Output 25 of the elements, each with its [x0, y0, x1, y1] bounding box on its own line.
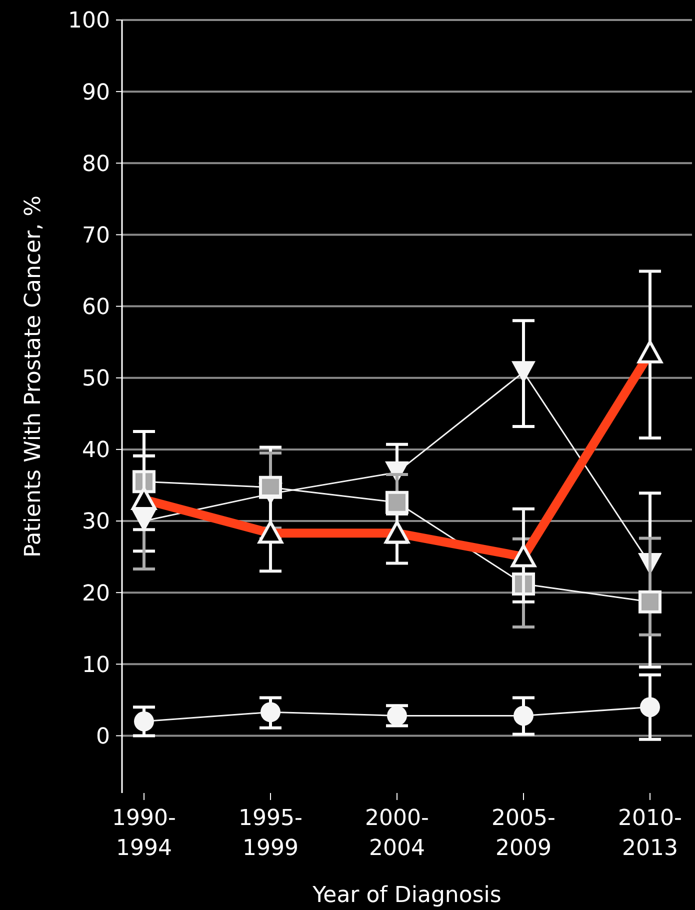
y-tick-label: 20	[82, 581, 110, 606]
point	[386, 490, 408, 514]
y-tick-label: 50	[82, 366, 110, 392]
y-tick-label: 90	[82, 80, 110, 106]
y-axis-title: Patients With Prostate Cancer, %	[21, 196, 46, 558]
y-tick-label: 10	[82, 652, 110, 678]
x-tick-label: 2005- 2009	[492, 806, 556, 861]
x-axis-title: Year of Diagnosis	[312, 883, 502, 908]
x-tick-label: 2010- 2013	[618, 806, 682, 861]
point	[260, 702, 280, 722]
x-tick-label: 1995- 1999	[238, 806, 302, 861]
point	[640, 697, 660, 718]
y-tick-label: 80	[82, 152, 110, 177]
y-tick-label: 70	[82, 223, 110, 248]
x-tick-label: 2000- 2004	[365, 806, 429, 861]
y-tick-label: 60	[82, 294, 110, 320]
point	[134, 711, 154, 732]
y-tick-label: 30	[82, 510, 110, 535]
x-tick-label: 1990- 1994	[112, 806, 176, 861]
point	[512, 361, 536, 384]
y-tick-label: 100	[68, 8, 110, 34]
y-tick-label: 40	[82, 438, 110, 464]
point	[514, 706, 534, 726]
y-tick-label: 0	[96, 724, 110, 750]
point	[638, 590, 662, 614]
